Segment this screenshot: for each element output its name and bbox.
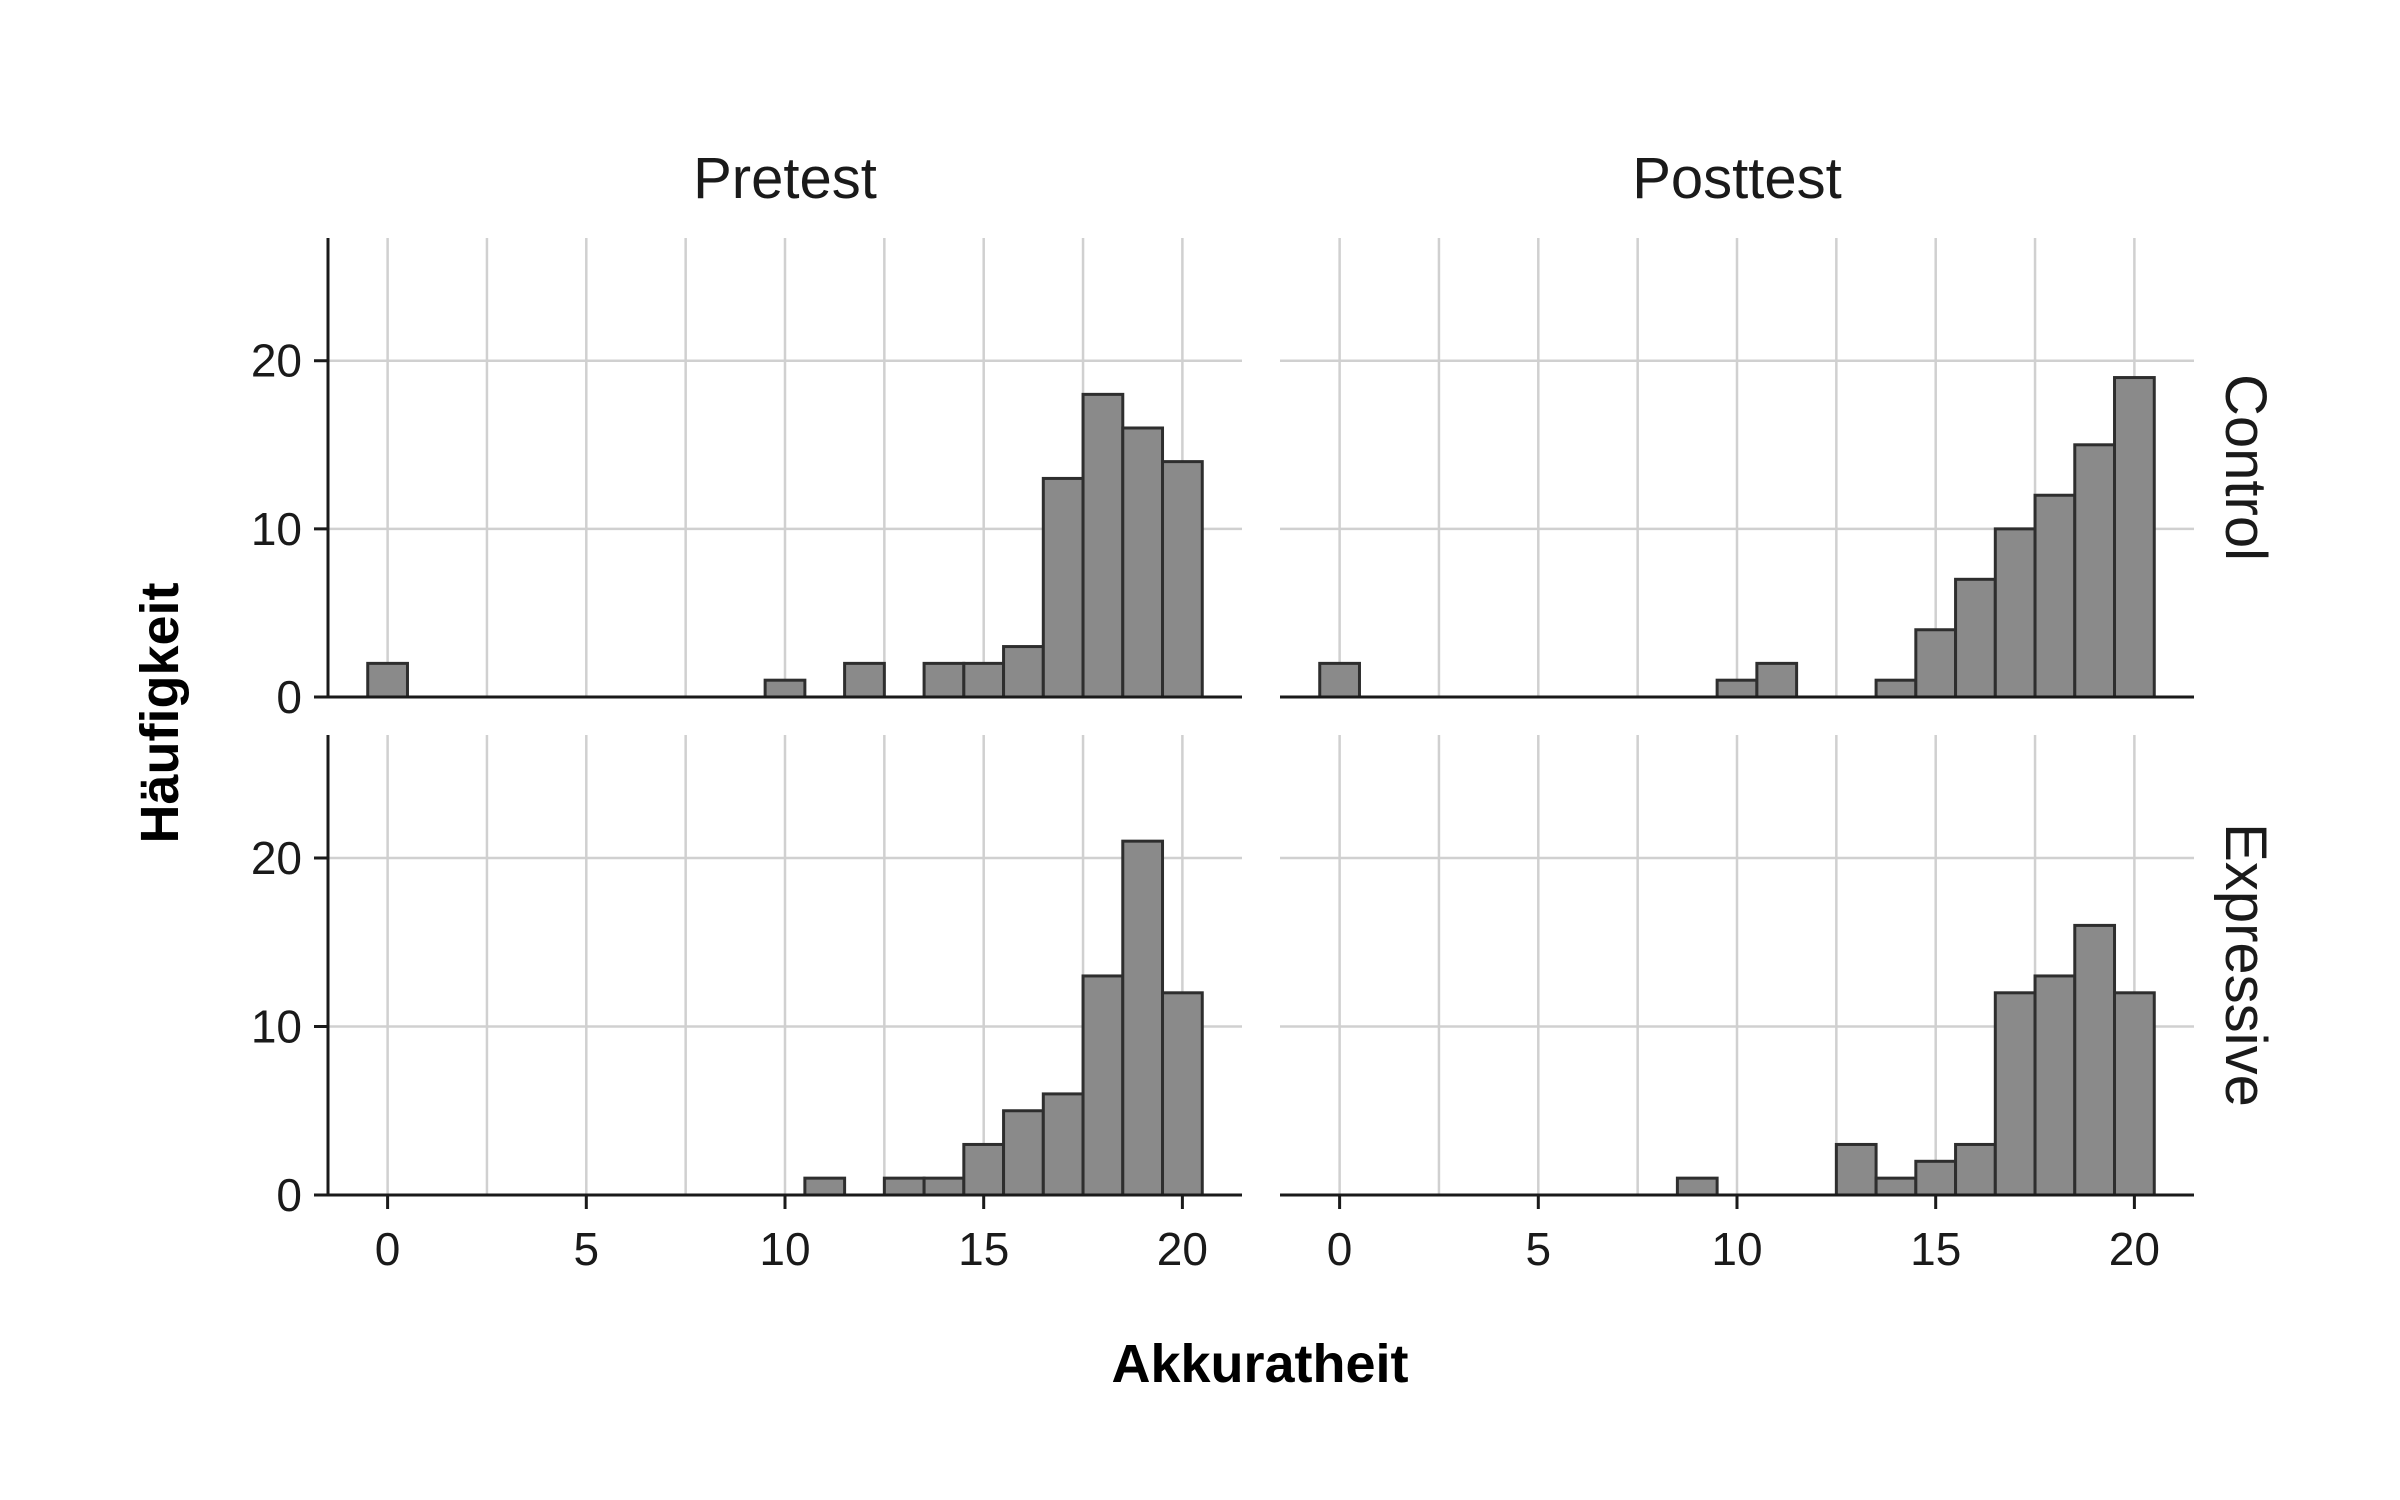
x-tick-label: 5 xyxy=(1526,1223,1552,1275)
pretest-expressive-bar xyxy=(1041,1092,1085,1197)
posttest-control-bar xyxy=(2033,493,2077,699)
posttest-control-bar xyxy=(1318,661,1361,699)
facet-column-label-pretest: Pretest xyxy=(693,146,877,211)
posttest-expressive-bar xyxy=(1675,1176,1719,1197)
facet-row-label-control: Control xyxy=(2213,374,2278,561)
facet-column-label-posttest: Posttest xyxy=(1632,146,1842,211)
y-tick-label: 0 xyxy=(276,671,302,723)
pretest-expressive-bar xyxy=(1161,991,1204,1197)
pretest-control-bar xyxy=(366,661,409,699)
pretest-expressive-bar xyxy=(1081,974,1125,1197)
pretest-expressive-bar xyxy=(1002,1109,1045,1197)
posttest-expressive-bar xyxy=(1914,1159,1958,1197)
posttest-control-bar xyxy=(2113,376,2156,699)
facet-row-label-expressive: Expressive xyxy=(2213,823,2278,1107)
x-tick-label: 0 xyxy=(1327,1223,1353,1275)
y-axis-title: Häufigkeit xyxy=(130,582,190,843)
y-tick-label: 10 xyxy=(251,503,302,555)
pretest-control-bar xyxy=(1081,392,1125,699)
pretest-control-bar xyxy=(1041,476,1085,699)
posttest-control-bar xyxy=(1914,628,1958,699)
posttest-expressive-bar xyxy=(1993,991,2037,1197)
pretest-control-bar xyxy=(1121,426,1165,699)
x-axis-title: Akkuratheit xyxy=(1111,1334,1408,1394)
x-tick-label: 15 xyxy=(958,1223,1009,1275)
pretest-control-bar xyxy=(962,661,1006,699)
pretest-control-bar xyxy=(922,661,966,699)
x-tick-label: 20 xyxy=(1157,1223,1208,1275)
pretest-expressive-bar xyxy=(882,1176,926,1197)
pretest-control-bar xyxy=(843,661,886,699)
posttest-expressive-bar xyxy=(2113,991,2156,1197)
posttest-expressive-bar xyxy=(2033,974,2077,1197)
posttest-control-bar xyxy=(1993,527,2037,699)
x-tick-label: 15 xyxy=(1910,1223,1961,1275)
y-tick-label: 20 xyxy=(251,335,302,387)
posttest-expressive-bar xyxy=(1954,1142,1997,1197)
pretest-control-bar xyxy=(763,678,807,699)
posttest-expressive-bar xyxy=(1874,1176,1918,1197)
posttest-control-bar xyxy=(2073,443,2117,699)
y-tick-label: 10 xyxy=(251,1001,302,1053)
posttest-expressive-bar xyxy=(2073,923,2117,1197)
pretest-control-bar xyxy=(1002,645,1045,699)
x-tick-label: 0 xyxy=(375,1223,401,1275)
posttest-control-bar xyxy=(1874,678,1918,699)
posttest-control-bar xyxy=(1954,577,1997,699)
y-tick-label: 20 xyxy=(251,832,302,884)
pretest-expressive-bar xyxy=(922,1176,966,1197)
x-tick-label: 20 xyxy=(2109,1223,2160,1275)
pretest-expressive-bar xyxy=(962,1142,1006,1197)
x-tick-label: 5 xyxy=(574,1223,600,1275)
posttest-expressive-bar xyxy=(1834,1142,1878,1197)
pretest-expressive-bar xyxy=(1121,839,1165,1197)
x-tick-label: 10 xyxy=(759,1223,810,1275)
pretest-control-bar xyxy=(1161,460,1204,699)
posttest-control-bar xyxy=(1715,678,1759,699)
posttest-control-bar xyxy=(1755,661,1799,699)
pretest-expressive-bar xyxy=(803,1176,847,1197)
x-tick-label: 10 xyxy=(1711,1223,1762,1275)
y-tick-label: 0 xyxy=(276,1169,302,1221)
